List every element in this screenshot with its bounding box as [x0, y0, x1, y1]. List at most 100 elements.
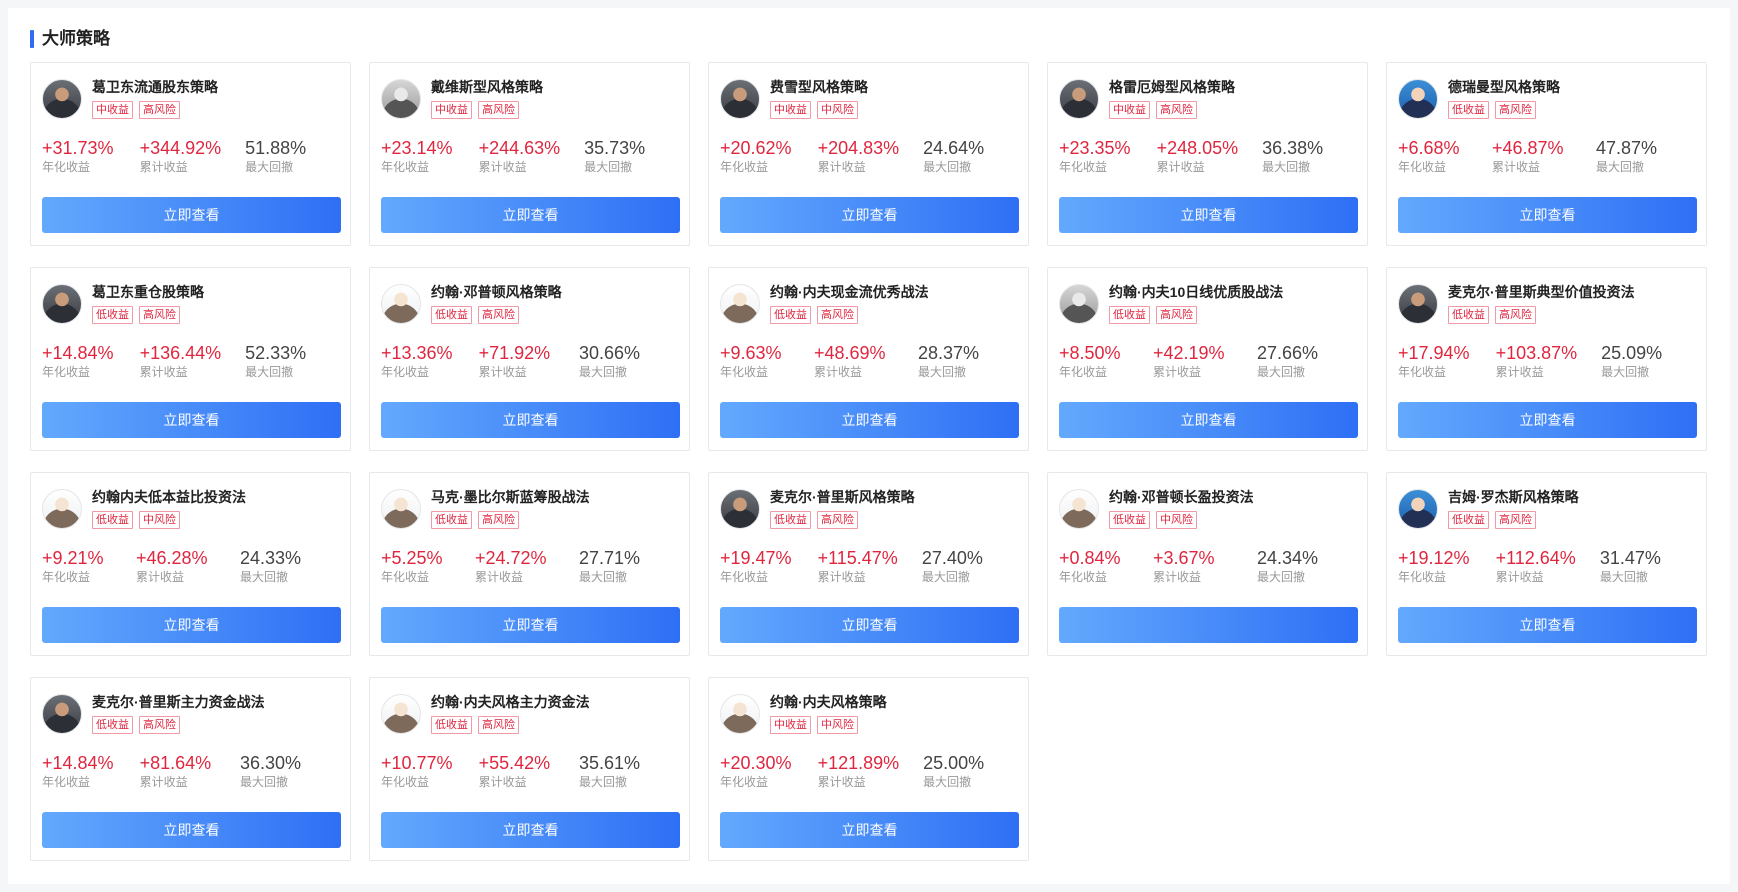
annual-return-value: +10.77%	[381, 753, 453, 773]
cumulative-return-value: +46.28%	[136, 548, 208, 568]
annual-return-metric: +9.63% 年化收益	[720, 342, 782, 380]
view-now-button[interactable]: 立即查看	[1398, 402, 1697, 438]
strategy-card[interactable]: 约翰·内夫风格主力资金法 低收益 高风险 +10.77% 年化收益 +55.42…	[369, 677, 690, 861]
strategy-tags: 低收益 高风险	[92, 716, 180, 734]
max-drawdown-metric: 35.73% 最大回撤	[584, 137, 645, 175]
max-drawdown-label: 最大回撤	[923, 160, 972, 174]
section-title: 大师策略	[42, 29, 110, 48]
cumulative-return-value: +55.42%	[478, 753, 551, 773]
cumulative-return-label: 累计收益	[1495, 570, 1544, 584]
strategy-tags: 低收益 中风险	[1109, 511, 1197, 529]
view-now-button[interactable]: 立即查看	[381, 197, 680, 233]
strategy-metrics: +19.47% 年化收益 +115.47% 累计收益 27.40% 最大回撤	[720, 547, 1020, 587]
annual-return-label: 年化收益	[720, 570, 769, 584]
strategy-card[interactable]: 格雷厄姆型风格策略 中收益 高风险 +23.35% 年化收益 +248.05% …	[1047, 62, 1368, 246]
risk-level-tag: 高风险	[478, 511, 519, 529]
investor-avatar	[381, 79, 421, 119]
strategy-metrics: +14.84% 年化收益 +81.64% 累计收益 36.30% 最大回撤	[42, 752, 342, 792]
strategy-tags: 低收益 高风险	[1448, 101, 1536, 119]
max-drawdown-metric: 27.40% 最大回撤	[922, 547, 983, 585]
annual-return-label: 年化收益	[42, 160, 91, 174]
max-drawdown-value: 30.66%	[579, 343, 641, 363]
cumulative-return-label: 累计收益	[136, 570, 185, 584]
annual-return-metric: +13.36% 年化收益	[381, 342, 453, 380]
investor-avatar	[1059, 79, 1099, 119]
strategy-tags: 低收益 高风险	[431, 511, 519, 529]
view-now-button[interactable]: 立即查看	[720, 402, 1019, 438]
annual-return-metric: +17.94% 年化收益	[1398, 342, 1470, 380]
view-now-button[interactable]: 立即查看	[381, 607, 680, 643]
view-now-button[interactable]: 立即查看	[42, 607, 341, 643]
view-now-button[interactable]: 立即查看	[1059, 197, 1358, 233]
annual-return-metric: +6.68% 年化收益	[1398, 137, 1460, 175]
strategy-card[interactable]: 约翰·内夫风格策略 中收益 中风险 +20.30% 年化收益 +121.89% …	[708, 677, 1029, 861]
strategy-card[interactable]: 约翰内夫低本益比投资法 低收益 中风险 +9.21% 年化收益 +46.28% …	[30, 472, 351, 656]
view-now-button[interactable]: 立即查看	[1398, 197, 1697, 233]
strategy-card[interactable]: 约翰·邓普顿风格策略 低收益 高风险 +13.36% 年化收益 +71.92% …	[369, 267, 690, 451]
return-level-tag: 低收益	[431, 511, 472, 529]
max-drawdown-value: 52.33%	[245, 343, 307, 363]
view-now-button[interactable]: 立即查看	[720, 607, 1019, 643]
cumulative-return-metric: +204.83% 累计收益	[818, 137, 900, 175]
return-level-tag: 低收益	[1109, 511, 1150, 529]
strategy-metrics: +5.25% 年化收益 +24.72% 累计收益 27.71% 最大回撤	[381, 547, 681, 587]
return-level-tag: 中收益	[770, 716, 811, 734]
view-now-button[interactable]: 立即查看	[42, 812, 341, 848]
strategy-card[interactable]: 葛卫东重仓股策略 低收益 高风险 +14.84% 年化收益 +136.44% 累…	[30, 267, 351, 451]
annual-return-label: 年化收益	[1059, 365, 1108, 379]
max-drawdown-value: 24.34%	[1257, 548, 1319, 568]
cumulative-return-label: 累计收益	[478, 775, 527, 789]
strategy-card[interactable]: 约翰·邓普顿长盈投资法 低收益 中风险 +0.84% 年化收益 +3.67% 累…	[1047, 472, 1368, 656]
strategy-tags: 低收益 高风险	[1448, 511, 1536, 529]
view-now-button[interactable]: 立即查看	[1398, 607, 1697, 643]
view-now-button[interactable]: 立即查看	[720, 812, 1019, 848]
strategy-card[interactable]: 约翰·内夫现金流优秀战法 低收益 高风险 +9.63% 年化收益 +48.69%…	[708, 267, 1029, 451]
view-now-button[interactable]: 立即查看	[381, 402, 680, 438]
view-now-button[interactable]: 立即查看	[1059, 402, 1358, 438]
view-now-button[interactable]: 立即查看	[42, 197, 341, 233]
risk-level-tag: 高风险	[1495, 101, 1536, 119]
max-drawdown-metric: 51.88% 最大回撤	[245, 137, 306, 175]
cumulative-return-value: +121.89%	[817, 753, 900, 773]
max-drawdown-metric: 47.87% 最大回撤	[1596, 137, 1657, 175]
view-now-button[interactable]: 立即查看	[720, 197, 1019, 233]
cumulative-return-value: +244.63%	[478, 138, 561, 158]
strategy-card[interactable]: 麦克尔·普里斯风格策略 低收益 高风险 +19.47% 年化收益 +115.47…	[708, 472, 1029, 656]
strategy-card[interactable]: 麦克尔·普里斯主力资金战法 低收益 高风险 +14.84% 年化收益 +81.6…	[30, 677, 351, 861]
strategy-card[interactable]: 费雪型风格策略 中收益 中风险 +20.62% 年化收益 +204.83% 累计…	[708, 62, 1029, 246]
strategy-card[interactable]: 约翰·内夫10日线优质股战法 低收益 高风险 +8.50% 年化收益 +42.1…	[1047, 267, 1368, 451]
annual-return-label: 年化收益	[381, 570, 430, 584]
strategy-card[interactable]: 麦克尔·普里斯典型价值投资法 低收益 高风险 +17.94% 年化收益 +103…	[1386, 267, 1707, 451]
annual-return-label: 年化收益	[720, 775, 769, 789]
annual-return-metric: +5.25% 年化收益	[381, 547, 443, 585]
annual-return-metric: +19.47% 年化收益	[720, 547, 792, 585]
master-strategies-panel: 大师策略 葛卫东流通股东策略 中收益 高风险 +31.73% 年化收益 +344…	[8, 8, 1730, 884]
cumulative-return-value: +81.64%	[139, 753, 212, 773]
max-drawdown-value: 27.40%	[921, 548, 983, 568]
cumulative-return-metric: +136.44% 累计收益	[140, 342, 222, 380]
strategy-card[interactable]: 吉姆·罗杰斯风格策略 低收益 高风险 +19.12% 年化收益 +112.64%…	[1386, 472, 1707, 656]
strategy-tags: 低收益 高风险	[1448, 306, 1536, 324]
cumulative-return-value: +46.87%	[1492, 138, 1564, 158]
strategy-metrics: +19.12% 年化收益 +112.64% 累计收益 31.47% 最大回撤	[1398, 547, 1698, 587]
max-drawdown-value: 24.33%	[240, 548, 302, 568]
view-now-button[interactable]	[1059, 607, 1358, 643]
strategy-card[interactable]: 马克·墨比尔斯蓝筹股战法 低收益 高风险 +5.25% 年化收益 +24.72%…	[369, 472, 690, 656]
annual-return-value: +20.62%	[720, 138, 792, 158]
view-now-button[interactable]: 立即查看	[42, 402, 341, 438]
strategy-card[interactable]: 葛卫东流通股东策略 中收益 高风险 +31.73% 年化收益 +344.92% …	[30, 62, 351, 246]
max-drawdown-label: 最大回撤	[1599, 570, 1648, 584]
strategy-card-grid: 葛卫东流通股东策略 中收益 高风险 +31.73% 年化收益 +344.92% …	[30, 62, 1707, 861]
investor-avatar	[1398, 284, 1438, 324]
investor-avatar	[720, 284, 760, 324]
annual-return-label: 年化收益	[1398, 160, 1447, 174]
annual-return-metric: +31.73% 年化收益	[42, 137, 114, 175]
strategy-card[interactable]: 戴维斯型风格策略 中收益 高风险 +23.14% 年化收益 +244.63% 累…	[369, 62, 690, 246]
strategy-name: 格雷厄姆型风格策略	[1109, 79, 1235, 95]
annual-return-metric: +23.35% 年化收益	[1059, 137, 1131, 175]
risk-level-tag: 高风险	[1495, 306, 1536, 324]
strategy-card[interactable]: 德瑞曼型风格策略 低收益 高风险 +6.68% 年化收益 +46.87% 累计收…	[1386, 62, 1707, 246]
return-level-tag: 低收益	[92, 716, 133, 734]
view-now-button[interactable]: 立即查看	[381, 812, 680, 848]
investor-avatar	[720, 79, 760, 119]
